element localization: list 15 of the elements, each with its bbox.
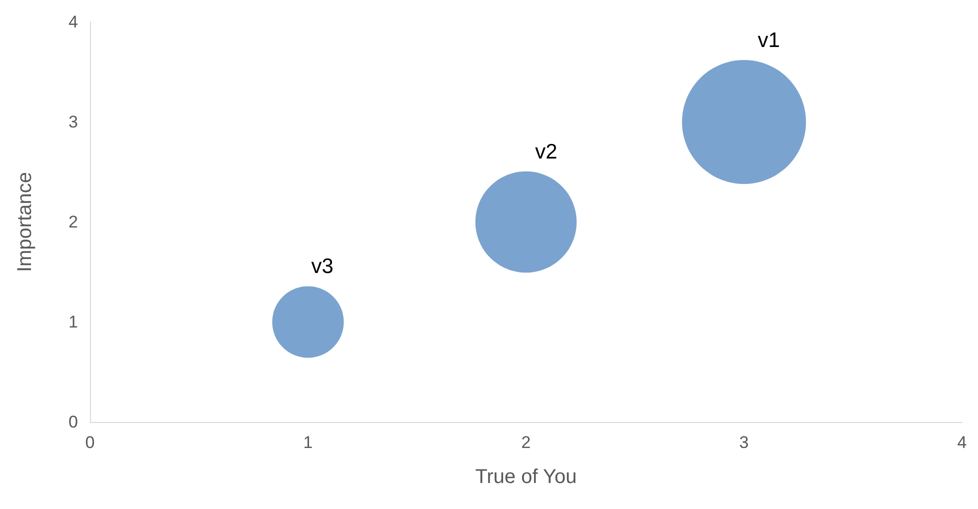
y-tick-label: 0 <box>68 412 78 432</box>
y-tick-label: 1 <box>68 312 78 332</box>
x-axis-title: True of You <box>475 466 577 488</box>
y-tick-label: 2 <box>68 212 78 232</box>
x-tick-label: 3 <box>739 433 749 452</box>
x-tick-label: 4 <box>957 433 967 452</box>
data-label: v2 <box>535 140 558 164</box>
y-tick-label: 3 <box>68 112 78 132</box>
x-tick-label: 1 <box>303 433 313 452</box>
x-tick-label: 0 <box>85 433 95 452</box>
y-axis-title: Importance <box>14 172 36 272</box>
x-tick-label: 2 <box>521 433 531 452</box>
y-tick-label: 4 <box>68 12 78 32</box>
data-label: v3 <box>311 255 334 278</box>
data-label: v1 <box>758 29 780 52</box>
